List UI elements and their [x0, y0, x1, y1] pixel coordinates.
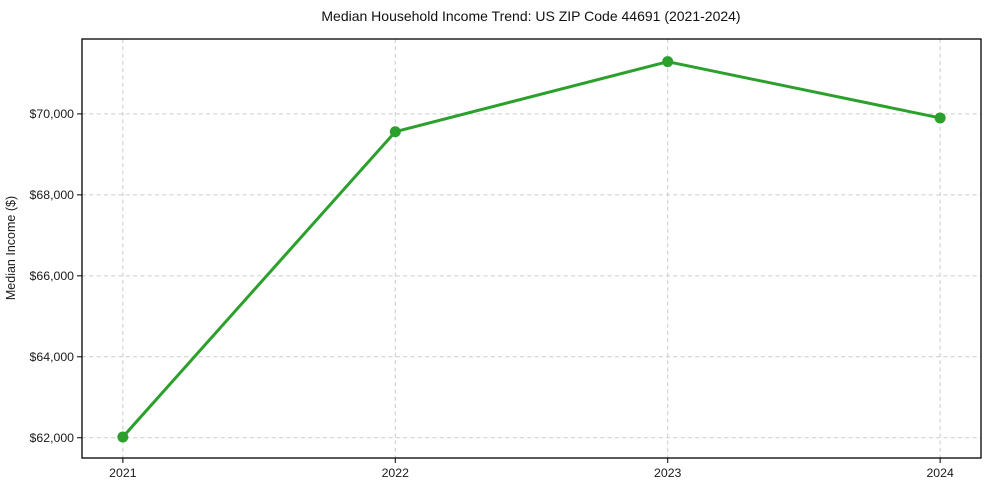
- y-tick-label: $62,000: [30, 431, 75, 445]
- trend-line: [121, 60, 942, 439]
- axes-box: [81, 38, 982, 459]
- data-point-2023: [662, 56, 674, 68]
- y-tick-label: $68,000: [30, 188, 75, 202]
- x-tick-label: 2022: [382, 466, 410, 480]
- y-tick-label: $66,000: [30, 269, 75, 283]
- data-point-2022: [389, 126, 401, 138]
- y-axis-label: Median Income ($): [4, 196, 18, 300]
- data-point-2021: [117, 431, 129, 443]
- data-point-2024: [934, 112, 946, 124]
- x-tick-label: 2024: [926, 466, 954, 480]
- x-tick-label: 2021: [109, 466, 137, 480]
- chart-title: Median Household Income Trend: US ZIP Co…: [321, 8, 740, 24]
- y-tick-label: $64,000: [30, 350, 75, 364]
- y-tick-label: $70,000: [30, 107, 75, 121]
- plot-area: $62,000 $64,000 $66,000 $68,000 $70,000 2021 2…: [30, 38, 982, 480]
- x-tick-label: 2023: [654, 466, 682, 480]
